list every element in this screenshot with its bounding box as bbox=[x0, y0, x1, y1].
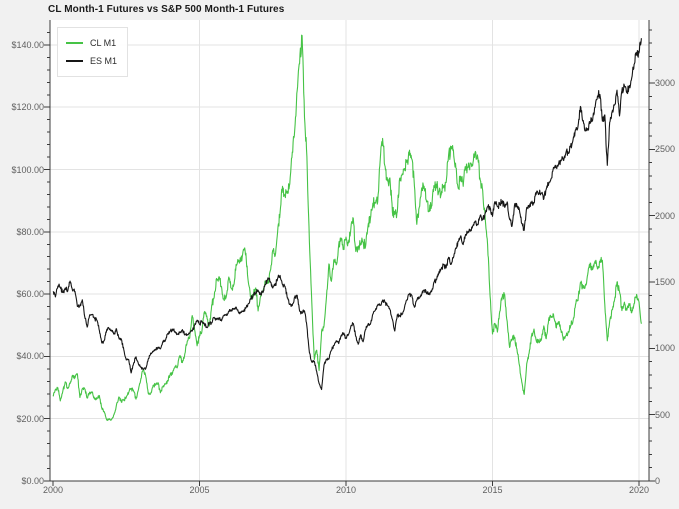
right-axis-tick-label: 1000 bbox=[655, 343, 676, 354]
left-axis-tick-label: $140.00 bbox=[11, 39, 44, 50]
right-axis-tick-label: 3000 bbox=[655, 78, 676, 88]
chart-title: CL Month-1 Futures vs S&P 500 Month-1 Fu… bbox=[48, 4, 285, 15]
right-axis-tick-label: 2500 bbox=[655, 144, 676, 155]
left-axis-tick-label: $120.00 bbox=[11, 102, 44, 113]
x-axis-tick-label: 2010 bbox=[335, 485, 357, 495]
right-axis-tick-label: 500 bbox=[655, 409, 671, 420]
legend-label-cl: CL M1 bbox=[90, 38, 117, 48]
legend-item-cl: CL M1 bbox=[66, 34, 117, 52]
x-axis-tick-label: 2020 bbox=[628, 485, 650, 495]
left-axis-tick-label: $0.00 bbox=[21, 476, 44, 486]
series-line-cl-m1 bbox=[52, 34, 642, 421]
left-axis-tick-label: $40.00 bbox=[16, 351, 44, 362]
left-axis-tick-label: $20.00 bbox=[16, 413, 44, 424]
right-axis-tick-label: 1500 bbox=[655, 277, 676, 287]
x-axis-tick-label: 2000 bbox=[42, 485, 64, 495]
left-axis-tick-label: $80.00 bbox=[16, 226, 44, 237]
x-axis-tick-label: 2015 bbox=[482, 485, 503, 495]
x-axis-tick-label: 2005 bbox=[189, 485, 210, 495]
cl-line-swatch-icon bbox=[66, 42, 83, 44]
legend: CL M1 ES M1 bbox=[57, 27, 129, 77]
legend-label-es: ES M1 bbox=[90, 56, 118, 66]
left-axis-tick-label: $100.00 bbox=[11, 164, 44, 175]
right-axis-tick-label: 2000 bbox=[655, 210, 676, 221]
right-axis-tick-label: 0 bbox=[655, 476, 661, 486]
es-line-swatch-icon bbox=[66, 60, 83, 62]
left-axis-tick-label: $60.00 bbox=[16, 289, 44, 300]
legend-item-es: ES M1 bbox=[66, 52, 117, 70]
series-line-es-m1 bbox=[52, 38, 642, 391]
